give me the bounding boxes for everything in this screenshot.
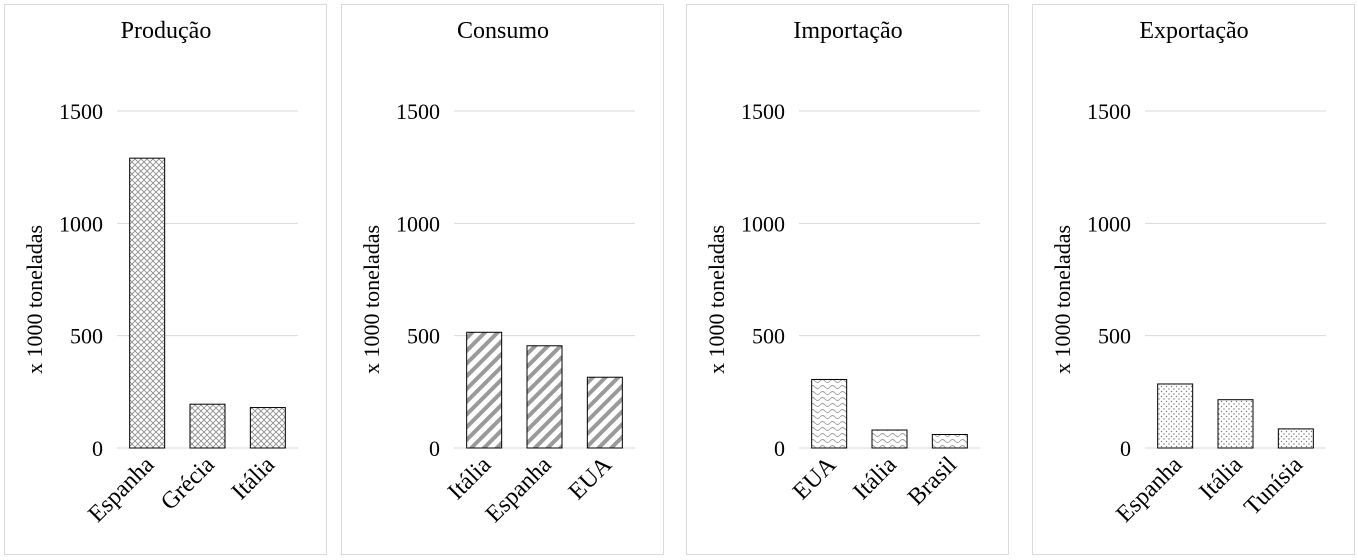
y-tick-label: 500 (752, 324, 785, 349)
y-tick-label: 0 (1120, 436, 1131, 461)
y-tick-label: 500 (407, 324, 440, 349)
bar-eua (811, 378, 848, 449)
y-axis-label: x 1000 toneladas (22, 225, 47, 374)
panel-border (341, 4, 664, 555)
y-tick-label: 1000 (59, 211, 103, 236)
bar-itália (871, 429, 908, 449)
y-tick-label: 1000 (396, 211, 440, 236)
y-tick-label: 1500 (741, 99, 785, 124)
y-tick-label: 1500 (1087, 99, 1131, 124)
y-axis-label: x 1000 toneladas (1050, 225, 1075, 374)
bar-eua (586, 376, 623, 449)
bar-itália (1217, 399, 1254, 449)
panel-border (1032, 4, 1355, 555)
y-tick-label: 1500 (396, 99, 440, 124)
chart-title: Produção (121, 18, 212, 44)
y-tick-label: 0 (429, 436, 440, 461)
chart-title: Consumo (457, 18, 549, 44)
bar-espanha (129, 157, 166, 449)
y-tick-label: 0 (92, 436, 103, 461)
y-tick-label: 1500 (59, 99, 103, 124)
bar-espanha (1157, 383, 1194, 449)
panel-border (686, 4, 1009, 555)
y-tick-label: 1000 (741, 211, 785, 236)
y-axis-label: x 1000 toneladas (704, 225, 729, 374)
y-axis-label: x 1000 toneladas (359, 225, 384, 374)
bar-espanha (526, 345, 563, 449)
bar-tunísia (1277, 428, 1314, 449)
bar-itália (249, 407, 286, 449)
y-tick-label: 500 (1098, 324, 1131, 349)
y-tick-label: 500 (70, 324, 103, 349)
chart-title: Exportação (1139, 18, 1248, 44)
panel-border (4, 4, 327, 555)
y-tick-label: 1000 (1087, 211, 1131, 236)
bar-grécia (189, 403, 226, 449)
bar-brasil (931, 434, 968, 449)
bar-itália (466, 331, 503, 449)
y-tick-label: 0 (774, 436, 785, 461)
chart-title: Importação (793, 18, 902, 44)
